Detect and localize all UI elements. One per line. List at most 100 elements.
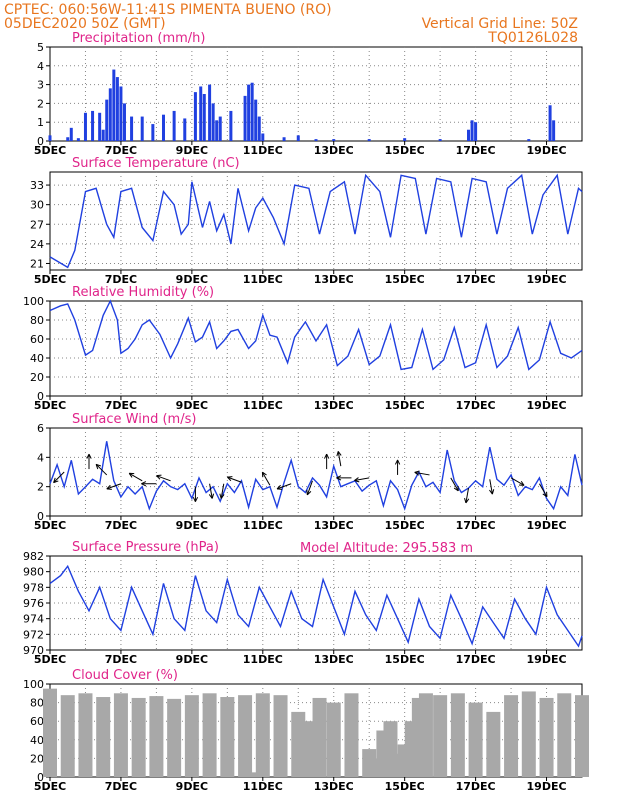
x-tick-label: 17DEC: [456, 519, 496, 532]
cloud-bar: [326, 702, 341, 777]
wind-arrow-head: [354, 477, 359, 481]
precip-bar: [101, 129, 105, 141]
precip-bar: [161, 114, 165, 141]
wind-arrow-head: [192, 496, 196, 502]
wind-arrow-head: [106, 484, 111, 490]
panel-5: 970 972 974 976 978 980 982 5DEC 7DEC 9DEC 11DEC 13…: [23, 540, 583, 666]
y-tick-label: 60: [30, 715, 44, 728]
series-line: [49, 564, 583, 648]
precip-bar: [199, 86, 203, 141]
x-tick-label: 15DEC: [385, 144, 425, 157]
y-tick-label: 0: [37, 771, 44, 784]
precip-bar: [69, 127, 73, 141]
precip-bar: [130, 116, 134, 141]
wind-arrow: [227, 476, 242, 483]
precip-bar: [48, 135, 52, 141]
x-tick-label: 11DEC: [243, 273, 283, 286]
y-tick-label: 970: [23, 644, 44, 657]
wind-arrow-head: [324, 453, 328, 459]
x-tick-label: 13DEC: [314, 273, 354, 286]
panel-frame: [49, 427, 583, 517]
wind-arrow-head: [336, 475, 342, 479]
x-tick-label: 7DEC: [105, 653, 137, 666]
precip-bar: [211, 103, 215, 141]
precip-bar: [467, 129, 471, 141]
wind-arrow-head: [194, 496, 199, 502]
cloud-bar: [383, 721, 398, 777]
precip-bar: [552, 120, 556, 141]
wind-arrow-head: [106, 488, 112, 490]
y-tick-label: 100: [23, 295, 44, 308]
x-tick-label: 19DEC: [527, 780, 567, 793]
y-tick-label: 100: [23, 678, 44, 691]
panel-3: 0 20 40 60 80 100 5DEC 7DEC 9DEC 11DEC 13DEC 15DEC 1…: [23, 285, 583, 412]
y-tick-label: 20: [30, 371, 44, 384]
wind-arrow: [354, 477, 370, 481]
panel-title: Surface Temperature (nC): [72, 156, 240, 171]
precip-bar: [367, 139, 371, 141]
precip-bar: [474, 122, 478, 141]
wind-arrow-head: [326, 453, 330, 459]
wind-arrow-head: [141, 483, 147, 487]
x-tick-label: 9DEC: [176, 399, 208, 412]
y-tick-label: 976: [23, 597, 44, 610]
cloud-bar: [78, 693, 93, 777]
y-tick-label: 80: [30, 697, 44, 710]
wind-arrow-head: [464, 497, 467, 504]
wind-arrow: [510, 477, 525, 486]
wind-arrow-head: [336, 451, 339, 457]
y-tick-label: 3: [37, 79, 44, 92]
panel-title: Relative Humidity (%): [72, 285, 214, 300]
x-tick-label: 11DEC: [243, 519, 283, 532]
model-altitude: Model Altitude: 295.583 m: [300, 541, 473, 556]
panel-frame: [49, 46, 583, 142]
y-tick-label: 972: [23, 628, 44, 641]
precip-bar: [105, 99, 109, 141]
precip-bar: [115, 77, 119, 141]
wind-arrow-head: [394, 459, 399, 465]
run-date: 05DEC2020 50Z (GMT): [4, 16, 166, 32]
cloud-bar: [344, 693, 359, 777]
precip-bar: [172, 110, 176, 141]
x-tick-label: 5DEC: [34, 273, 66, 286]
y-tick-label: 80: [30, 314, 44, 327]
x-tick-label: 7DEC: [105, 273, 137, 286]
precip-bar: [247, 84, 251, 141]
y-tick-label: 20: [30, 752, 44, 765]
wind-arrow-head: [397, 459, 401, 465]
cloud-bar: [504, 695, 519, 777]
wind-arrow: [276, 483, 292, 490]
x-tick-label: 13DEC: [314, 653, 354, 666]
cloud-bar: [43, 688, 57, 777]
wind-arrow-head: [53, 480, 59, 484]
panel-frame: [49, 300, 583, 397]
x-tick-label: 9DEC: [176, 144, 208, 157]
cloud-bar: [184, 695, 199, 777]
wind-arrow-head: [220, 494, 225, 499]
wind-arrow-head: [95, 464, 99, 470]
wind-arrow-head: [491, 489, 495, 495]
cloud-bar: [468, 702, 483, 777]
precip-bar: [527, 139, 531, 141]
wind-arrow-head: [95, 463, 102, 467]
y-tick-label: 1: [37, 116, 44, 129]
x-tick-label: 5DEC: [34, 519, 66, 532]
wind-arrow-head: [227, 476, 233, 478]
x-tick-label: 11DEC: [243, 653, 283, 666]
precip-bar: [229, 110, 233, 141]
cloud-bar: [255, 693, 270, 777]
precip-bar: [296, 135, 300, 141]
wind-arrow-head: [336, 477, 342, 481]
x-tick-label: 9DEC: [176, 780, 208, 793]
wind-arrow: [261, 471, 271, 486]
y-tick-label: 40: [30, 352, 44, 365]
y-tick-label: 2: [37, 481, 44, 494]
y-tick-label: 24: [30, 238, 44, 251]
wind-arrow-head: [53, 477, 56, 483]
wind-arrow-head: [227, 476, 232, 482]
x-tick-label: 19DEC: [527, 653, 567, 666]
cloud-bar: [202, 693, 217, 777]
x-tick-label: 13DEC: [314, 780, 354, 793]
wind-arrow: [220, 483, 225, 499]
